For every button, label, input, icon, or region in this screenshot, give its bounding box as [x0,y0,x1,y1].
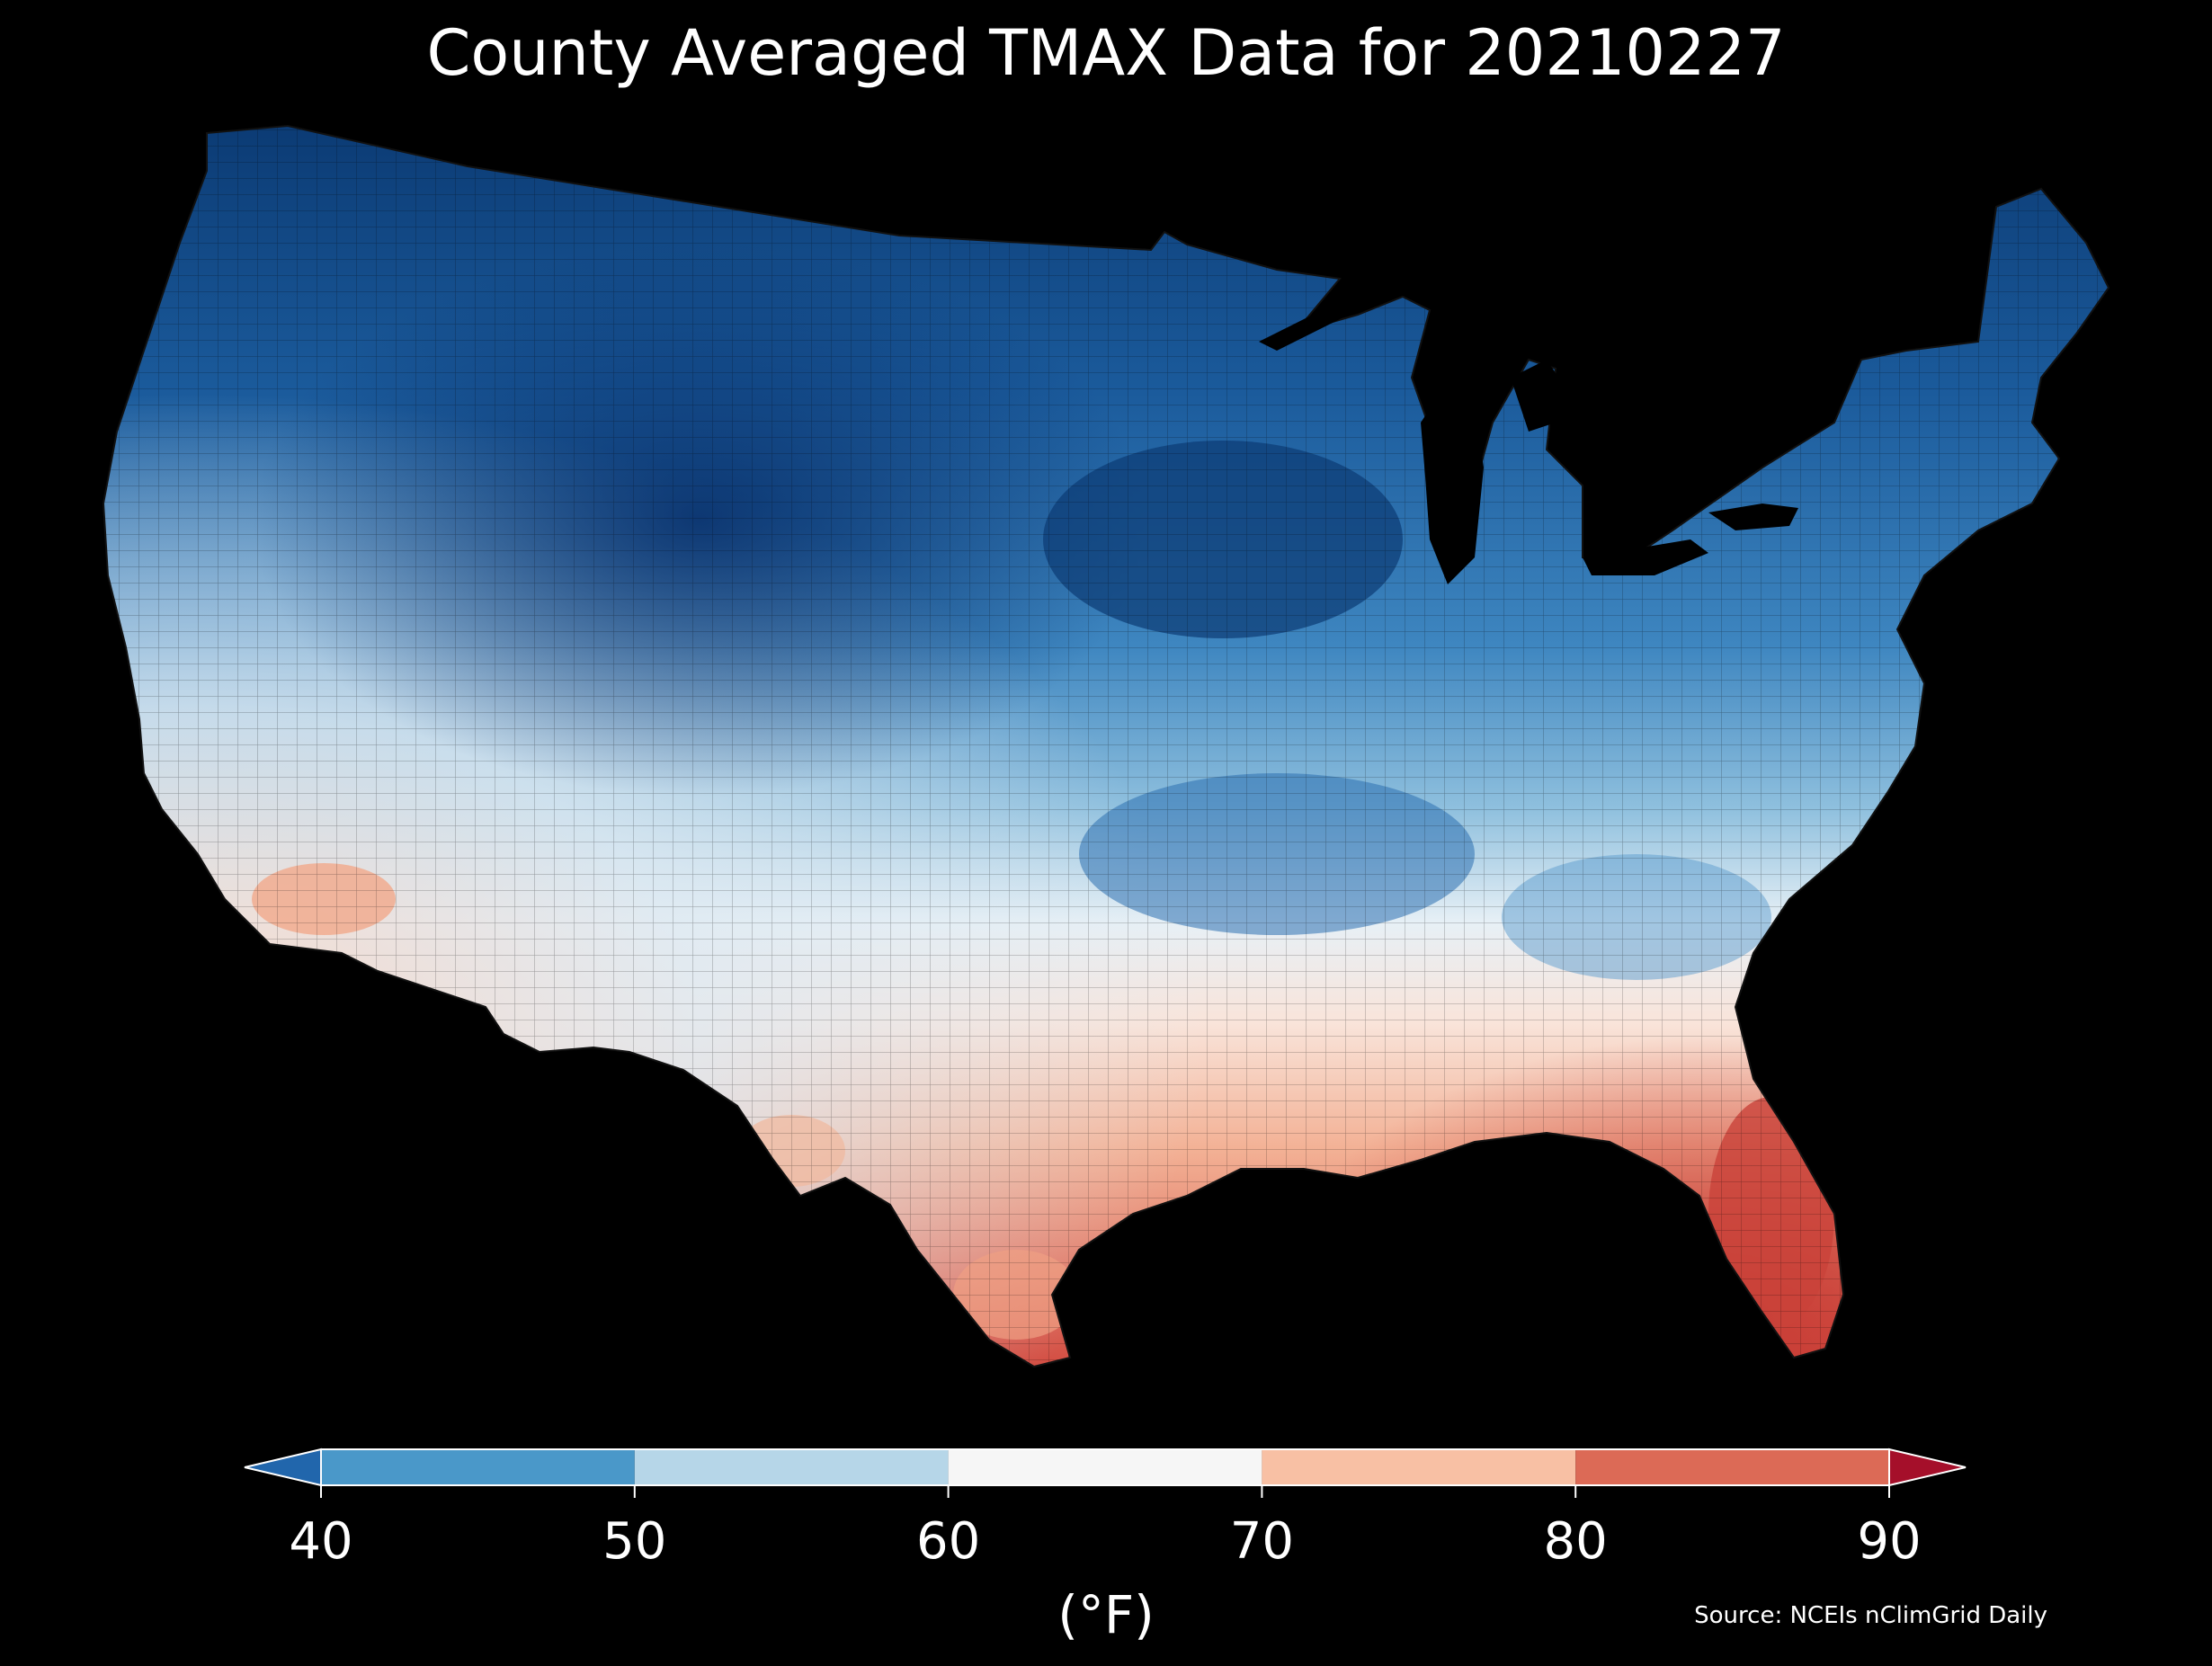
colorbar-tick-label: 50 [602,1512,667,1571]
colorbar-tick-label: 90 [1857,1512,1922,1571]
colorbar-bin-80-90 [1575,1449,1889,1485]
colorbar-under-arrow [244,1448,322,1487]
great-lakes [1259,288,1798,584]
colorbar-bin-60-70 [948,1449,1262,1485]
source-label: Source: NCEIs nClimGrid Daily [1694,1602,2047,1629]
colorbar-tick-label: 70 [1229,1512,1295,1571]
map-title: County Averaged TMAX Data for 20210227 [426,16,1786,90]
colorbar-bin-50-60 [634,1449,949,1485]
choropleth-map [103,125,2109,1368]
colorbar-bin-40-50 [321,1449,635,1485]
colorbar-tick-label: 60 [915,1512,981,1571]
colorbar-over-arrow [1888,1448,1967,1487]
colorbar-tick-label: 80 [1543,1512,1608,1571]
colorbar-bin-70-80 [1262,1449,1576,1485]
colorbar-tick-label: 40 [289,1512,353,1571]
units-label: (°F) [1057,1584,1155,1645]
colorbar-outline [320,1448,1890,1486]
